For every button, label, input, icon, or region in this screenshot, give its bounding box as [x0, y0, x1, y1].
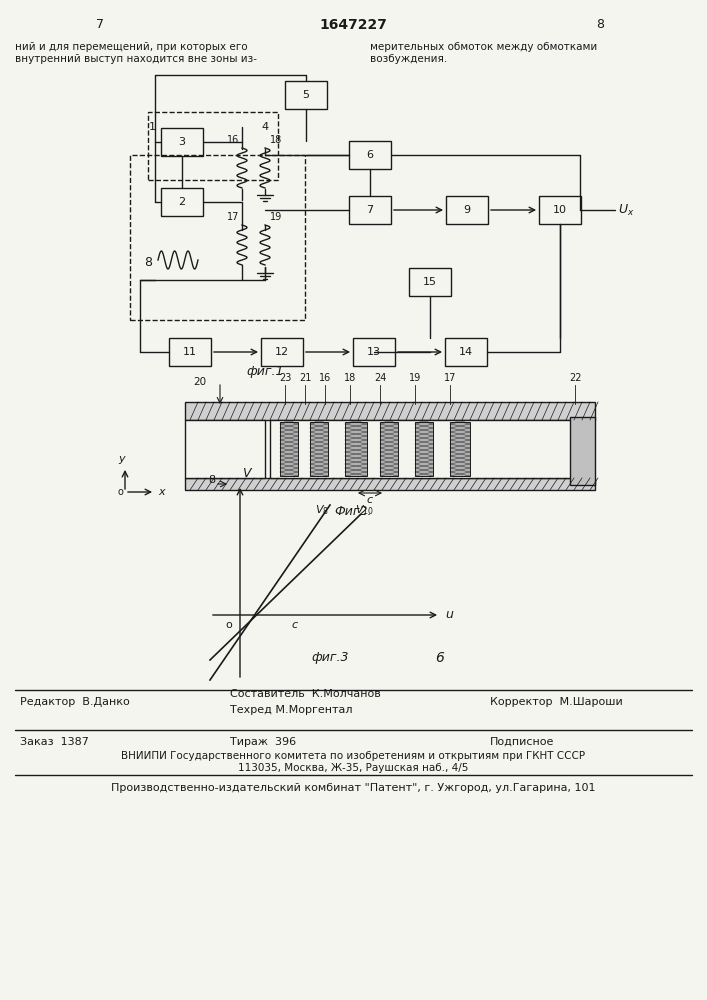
Text: $V_8$: $V_8$: [315, 503, 329, 517]
Text: 7: 7: [96, 18, 104, 31]
Text: 6: 6: [436, 651, 445, 665]
Text: Редактор  В.Данко: Редактор В.Данко: [20, 697, 130, 707]
Text: V: V: [242, 467, 250, 480]
Bar: [261, 338, 303, 366]
Bar: [185, 478, 595, 490]
Text: 21: 21: [299, 373, 311, 383]
Bar: [185, 420, 265, 478]
Text: u: u: [445, 608, 453, 621]
Text: ний и для перемещений, при которых его
внутренний выступ находится вне зоны из-: ний и для перемещений, при которых его в…: [15, 42, 257, 64]
Bar: [450, 422, 470, 476]
Text: 2: 2: [178, 197, 185, 207]
Text: 15: 15: [423, 277, 437, 287]
Text: 3: 3: [178, 137, 185, 147]
Text: ВНИИПИ Государственного комитета по изобретениям и открытиям при ГКНТ СССР: ВНИИПИ Государственного комитета по изоб…: [121, 751, 585, 761]
Text: Фиг2.: Фиг2.: [334, 505, 372, 518]
Bar: [270, 420, 580, 478]
Bar: [446, 196, 488, 224]
Text: x: x: [158, 487, 165, 497]
Bar: [130, 155, 305, 320]
Text: Заказ  1387: Заказ 1387: [20, 737, 89, 747]
Text: 18: 18: [344, 373, 356, 383]
Text: 24: 24: [374, 373, 386, 383]
Text: 17: 17: [444, 373, 456, 383]
Text: Производственно-издательский комбинат "Патент", г. Ужгород, ул.Гагарина, 101: Производственно-издательский комбинат "П…: [111, 783, 595, 793]
Text: c: c: [367, 495, 373, 505]
Text: 113035, Москва, Ж-35, Раушская наб., 4/5: 113035, Москва, Ж-35, Раушская наб., 4/5: [238, 763, 468, 773]
Text: c: c: [292, 620, 298, 630]
Text: y: y: [119, 454, 125, 464]
Text: 19: 19: [270, 212, 282, 222]
Text: 5: 5: [303, 90, 310, 100]
Bar: [280, 422, 298, 476]
Text: o: o: [117, 487, 123, 497]
Bar: [185, 402, 595, 420]
Text: Корректор  М.Шароши: Корректор М.Шароши: [490, 697, 623, 707]
Text: 1: 1: [148, 122, 156, 132]
Text: фиг.1: фиг.1: [246, 365, 284, 378]
Bar: [353, 338, 395, 366]
Bar: [409, 268, 451, 296]
Text: 12: 12: [275, 347, 289, 357]
Bar: [161, 128, 203, 156]
Text: 8: 8: [209, 475, 216, 485]
Bar: [285, 81, 327, 109]
Text: Техред М.Моргентал: Техред М.Моргентал: [230, 705, 353, 715]
Text: 7: 7: [366, 205, 373, 215]
Text: Тираж  396: Тираж 396: [230, 737, 296, 747]
Text: $U_x$: $U_x$: [618, 202, 634, 218]
Bar: [345, 422, 367, 476]
Bar: [570, 417, 595, 485]
Text: 8: 8: [144, 255, 152, 268]
Text: 13: 13: [367, 347, 381, 357]
Text: 17: 17: [227, 212, 239, 222]
Bar: [310, 422, 328, 476]
Bar: [148, 112, 278, 180]
Bar: [415, 422, 433, 476]
Text: 14: 14: [459, 347, 473, 357]
Bar: [539, 196, 581, 224]
Text: 20: 20: [194, 377, 206, 387]
Bar: [380, 422, 398, 476]
Text: 6: 6: [366, 150, 373, 160]
Bar: [349, 141, 391, 169]
Text: 16: 16: [319, 373, 331, 383]
Text: 16: 16: [227, 135, 239, 145]
Text: 10: 10: [553, 205, 567, 215]
Text: 4: 4: [262, 122, 269, 132]
Text: Составитель  К.Молчанов: Составитель К.Молчанов: [230, 689, 381, 699]
Text: фиг.3: фиг.3: [311, 652, 349, 664]
Bar: [169, 338, 211, 366]
Text: 8: 8: [596, 18, 604, 31]
Bar: [161, 188, 203, 216]
Text: Подписное: Подписное: [490, 737, 554, 747]
Bar: [445, 338, 487, 366]
Text: 23: 23: [279, 373, 291, 383]
Bar: [349, 196, 391, 224]
Text: o: o: [226, 620, 232, 630]
Text: $V_{10}$: $V_{10}$: [355, 503, 374, 517]
Text: 18: 18: [270, 135, 282, 145]
Text: 11: 11: [183, 347, 197, 357]
Text: 9: 9: [463, 205, 471, 215]
Text: 19: 19: [409, 373, 421, 383]
Text: мерительных обмоток между обмотками
возбуждения.: мерительных обмоток между обмотками возб…: [370, 42, 597, 64]
Text: 22: 22: [568, 373, 581, 383]
Text: 1647227: 1647227: [319, 18, 387, 32]
